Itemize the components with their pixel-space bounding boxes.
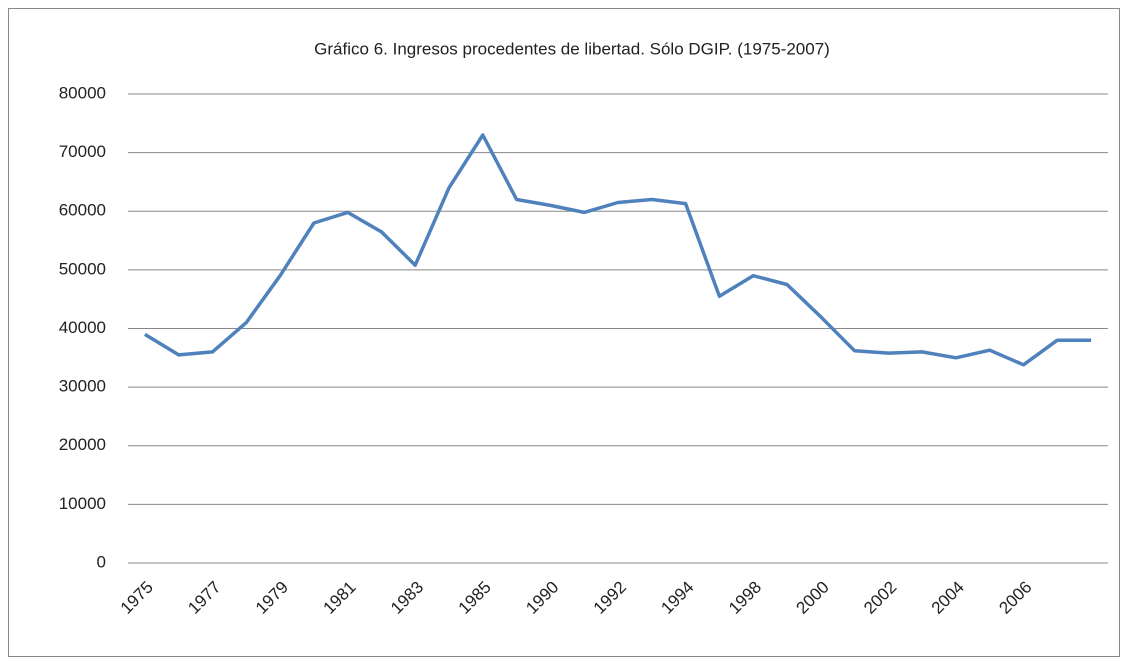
y-tick-label: 40000 xyxy=(59,318,106,337)
y-tick-label: 20000 xyxy=(59,435,106,454)
y-tick-label: 30000 xyxy=(59,377,106,396)
y-tick-label: 70000 xyxy=(59,142,106,161)
y-tick-label: 50000 xyxy=(59,259,106,278)
y-tick-label: 80000 xyxy=(59,83,106,102)
y-tick-label: 60000 xyxy=(59,201,106,220)
chart-border xyxy=(8,8,1120,657)
y-tick-label: 0 xyxy=(97,552,106,571)
line-series xyxy=(143,133,1092,367)
chart-title: Gráfico 6. Ingresos procedentes de liber… xyxy=(314,39,830,58)
y-tick-label: 10000 xyxy=(59,494,106,513)
